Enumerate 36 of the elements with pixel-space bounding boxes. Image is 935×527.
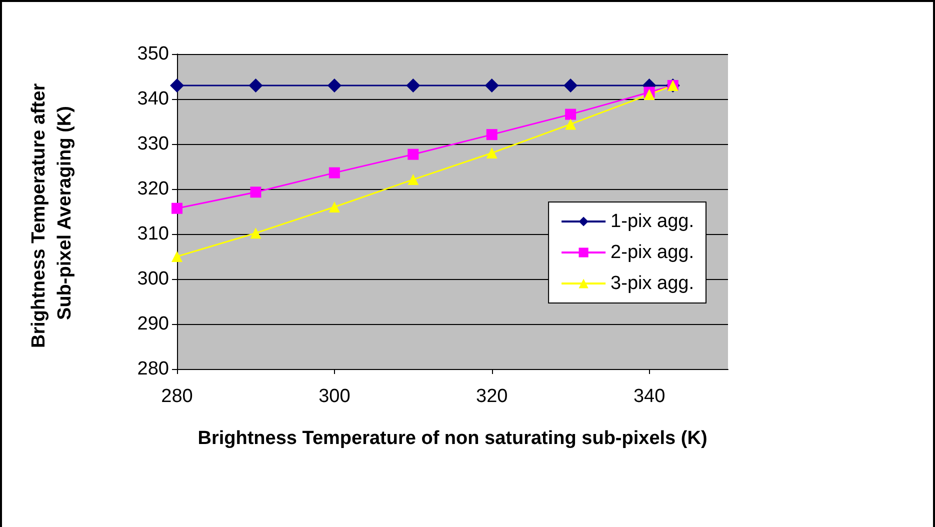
point [484, 78, 499, 92]
point [327, 78, 342, 92]
point [250, 228, 262, 239]
y-tick-label: 350 [137, 44, 169, 64]
point [328, 167, 340, 178]
y-tick-label: 330 [137, 134, 169, 154]
point [250, 186, 262, 198]
point [486, 129, 498, 140]
y-axis-title: Brightness Temperature after Sub-pixel Averaging (K) [28, 78, 76, 348]
point [170, 78, 184, 92]
y-tick-label: 310 [137, 224, 169, 244]
point [408, 174, 419, 186]
x-axis-title: Brightness Temperature of non saturating sub-pixels (K) [198, 428, 708, 449]
point [328, 202, 340, 212]
y-tick-label: 340 [137, 88, 169, 110]
point [565, 118, 576, 130]
y-tick-label: 300 [137, 268, 169, 290]
point [644, 89, 655, 100]
x-tick-label: 280 [161, 386, 193, 407]
legend-label: 3-pix agg. [610, 273, 694, 294]
point [564, 78, 578, 92]
x-tick-label: 300 [318, 386, 350, 407]
point [408, 148, 419, 160]
legend-label: 1-pix agg. [610, 211, 694, 232]
point [565, 108, 576, 120]
point [172, 202, 182, 214]
point [406, 78, 420, 92]
x-tick-label: 320 [476, 386, 508, 407]
point [486, 148, 498, 158]
y-tick-label: 290 [137, 314, 169, 334]
legend-label: 2-pix agg. [610, 242, 694, 263]
x-tick-label: 340 [633, 386, 666, 407]
point [172, 251, 182, 262]
y-tick-label: 320 [137, 178, 169, 200]
point [248, 78, 263, 92]
y-tick-label: 280 [137, 358, 169, 380]
